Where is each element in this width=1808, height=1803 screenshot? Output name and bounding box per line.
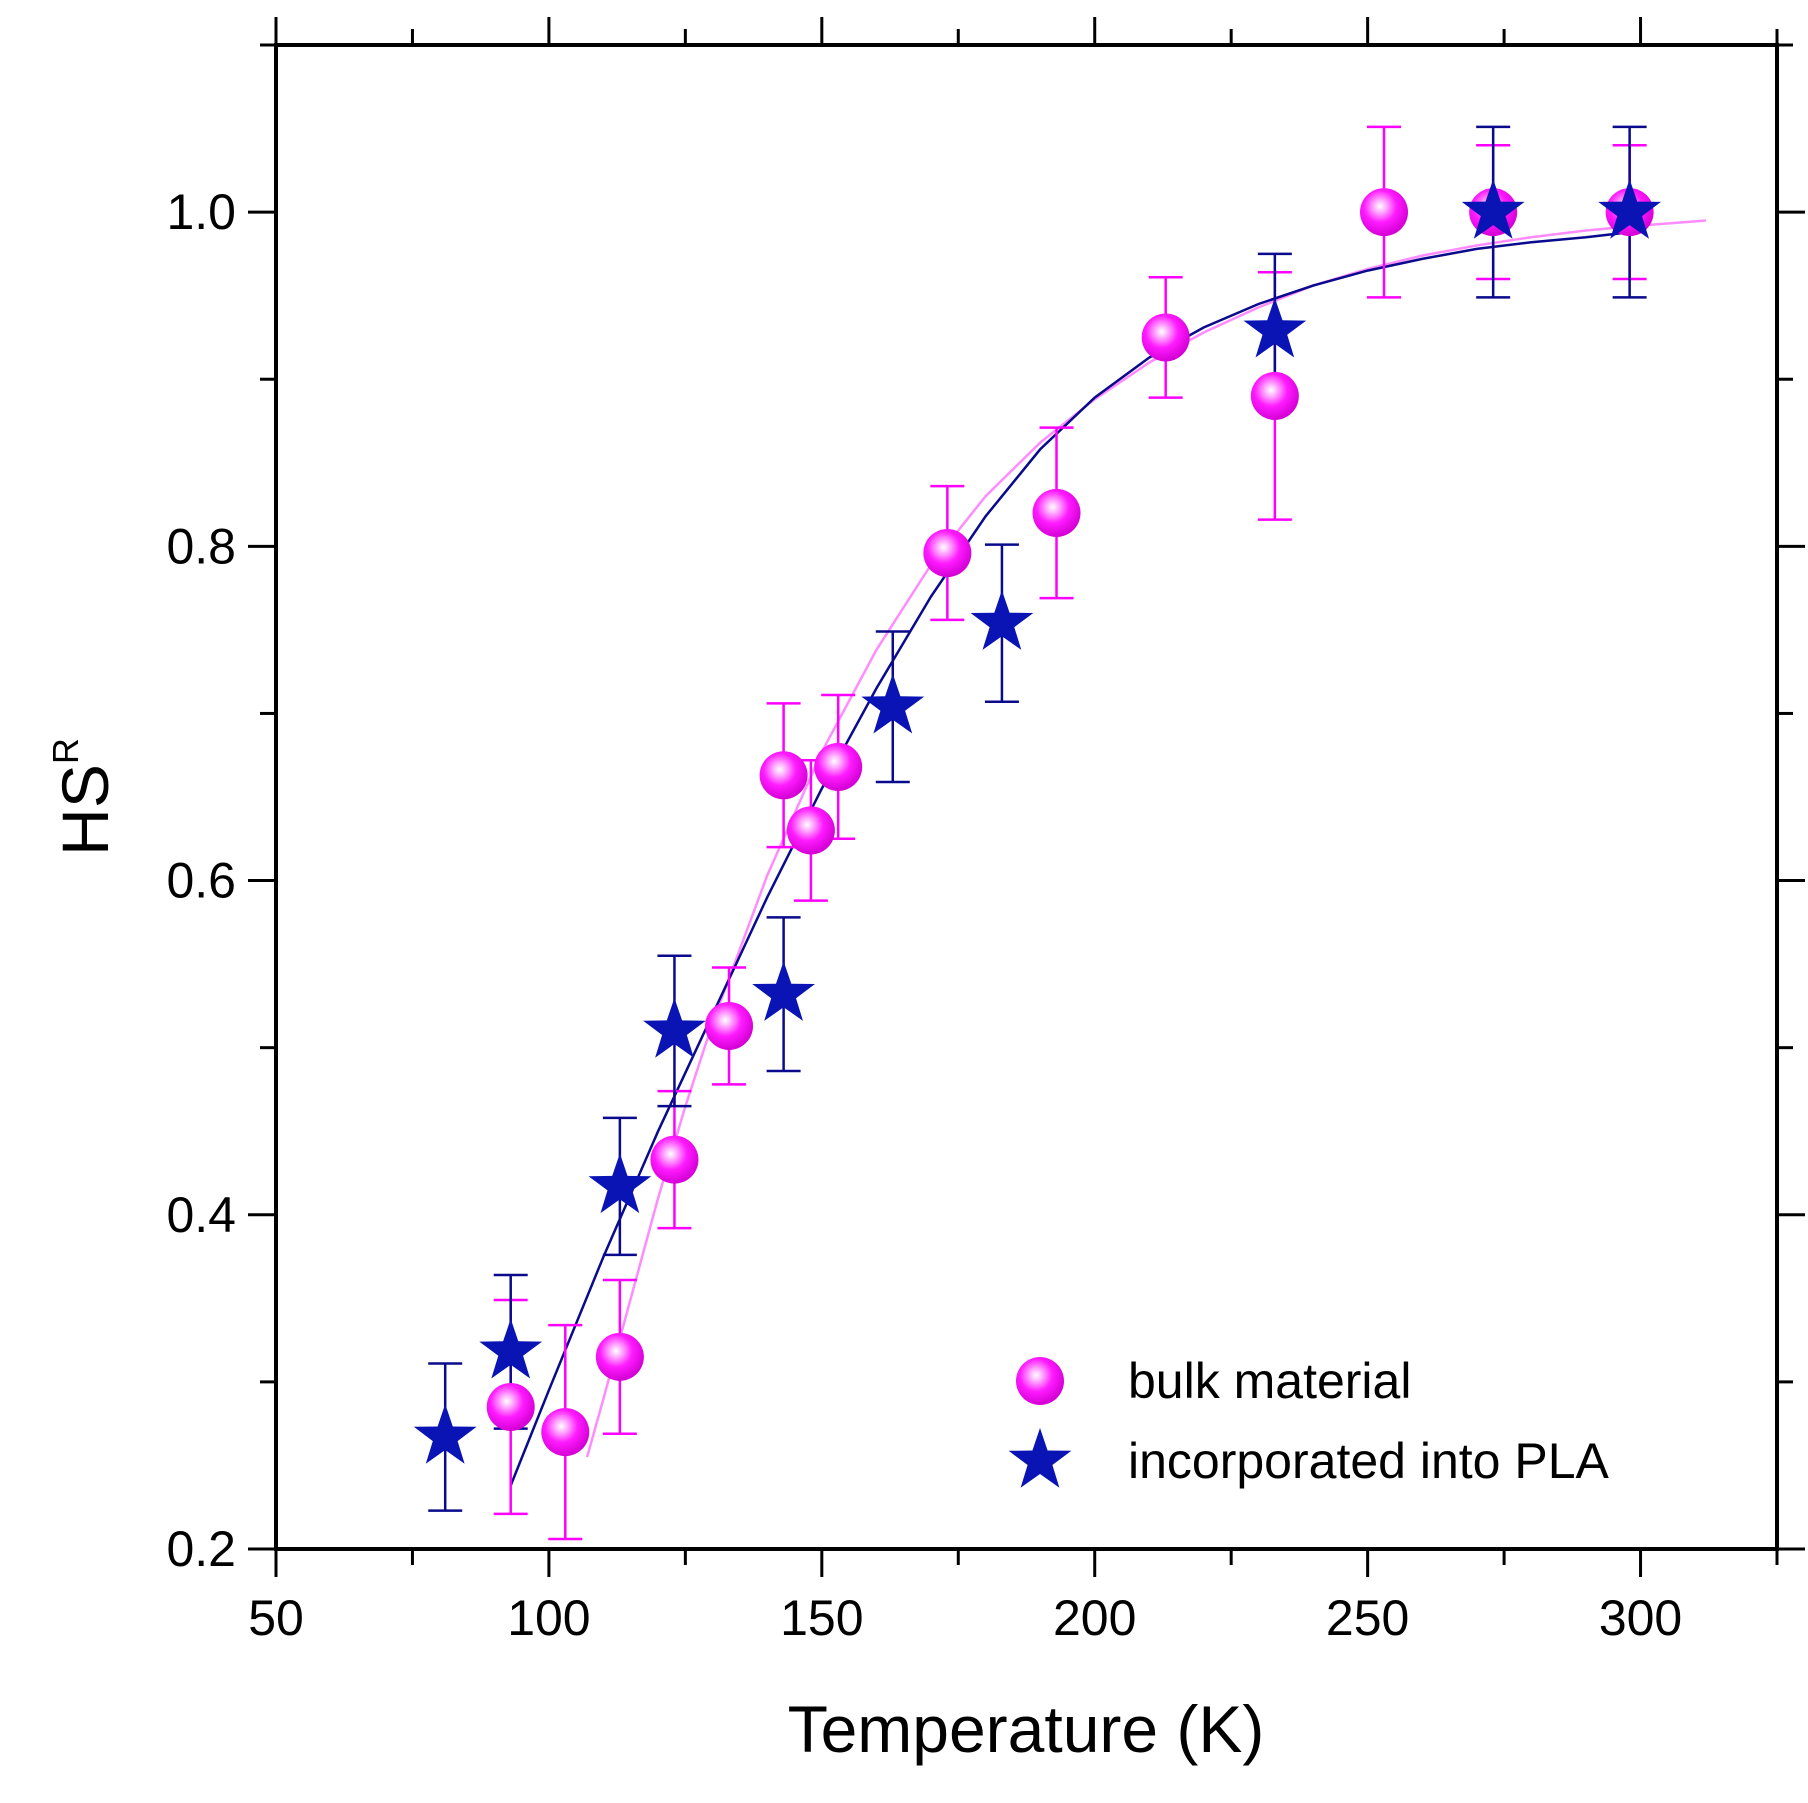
x-tick-label: 250 [1326, 1590, 1409, 1646]
plot-frame [274, 43, 1779, 1551]
y-axis-label-superscript: R [45, 738, 86, 764]
data-point-bulk [1360, 188, 1409, 237]
svg-text:HSR: HSR [45, 738, 122, 856]
data-point-bulk [1032, 488, 1081, 537]
data-point-bulk [759, 751, 808, 800]
fit-curve-0 [585, 219, 1707, 1458]
x-tick-label: 50 [248, 1590, 304, 1646]
fit-curves [509, 219, 1707, 1486]
data-point-pla [970, 590, 1034, 650]
legend-marker-pla [1008, 1428, 1072, 1488]
y-tick-label: 0.2 [166, 1521, 236, 1577]
legend-marker-bulk [1016, 1357, 1064, 1405]
x-tick-label: 300 [1599, 1590, 1682, 1646]
x-tick-label: 150 [780, 1590, 863, 1646]
data-point-bulk [705, 1001, 754, 1050]
legend-label-pla: incorporated into PLA [1128, 1433, 1610, 1489]
data-point-pla [1598, 179, 1661, 239]
data-point-bulk [1250, 371, 1299, 420]
y-tick-label: 1.0 [166, 184, 236, 240]
data-point-bulk [541, 1408, 590, 1457]
data-point-pla [1461, 179, 1525, 239]
legend-sphere [1016, 1357, 1064, 1405]
y-axis-title: HSR [45, 738, 122, 856]
legend-star [1008, 1428, 1072, 1488]
y-axis-label: HS [48, 764, 122, 856]
legend: bulk material incorporated into PLA [1008, 1353, 1610, 1489]
axes-ticks: 50 100 150 200 250 300 0.2 0.4 0.6 0.8 1.0 [166, 17, 1805, 1646]
data-point-pla [588, 1153, 652, 1214]
data-point-pla [479, 1318, 543, 1379]
data-point-pla [861, 673, 925, 734]
data-point-pla [413, 1404, 477, 1464]
data-point-bulk [923, 529, 972, 578]
y-tick-label: 0.4 [166, 1187, 236, 1243]
x-axis-title: Temperature (K) [788, 1692, 1265, 1766]
error-bars [428, 125, 1647, 1541]
data-markers [413, 179, 1661, 1464]
data-point-bulk [786, 806, 835, 855]
data-point-pla [1243, 297, 1307, 358]
data-point-bulk [595, 1332, 644, 1381]
y-tick-label: 0.8 [166, 518, 236, 574]
x-tick-label: 200 [1053, 1590, 1136, 1646]
fit-curve-1 [509, 230, 1630, 1486]
data-point-bulk [650, 1135, 699, 1184]
x-axis-label: Temperature (K) [788, 1692, 1265, 1766]
legend-label-bulk: bulk material [1128, 1353, 1411, 1409]
x-tick-label: 100 [507, 1590, 590, 1646]
data-point-bulk [814, 742, 863, 791]
y-tick-label: 0.6 [166, 853, 236, 909]
data-point-bulk [1141, 313, 1190, 362]
data-point-pla [752, 961, 815, 1021]
data-point-bulk [486, 1382, 535, 1431]
data-point-pla [643, 998, 706, 1058]
